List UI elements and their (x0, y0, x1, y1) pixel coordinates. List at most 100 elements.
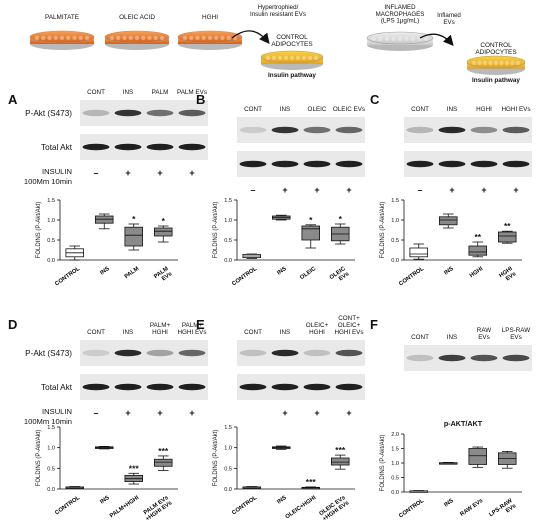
label-line: + (157, 168, 162, 178)
pathway-label: Insulin pathway (268, 72, 316, 79)
label-line: HGHI (476, 106, 492, 113)
band (146, 383, 174, 391)
band (470, 160, 498, 168)
dish-control-adipocytes-cell (265, 55, 271, 61)
label-line: + (125, 408, 130, 418)
label-line: Insulin pathway (472, 77, 520, 84)
band (178, 109, 206, 117)
insulin-sign: + (125, 168, 130, 178)
target-label: CONTROL ADIPOCYTES (475, 42, 516, 56)
band (303, 383, 331, 391)
label-line: INS (447, 106, 458, 113)
macrophage-label: INFLAMED MACROPHAGES (LPS 1μg/mL) (376, 4, 425, 25)
box (95, 215, 114, 224)
insulin-sign: + (449, 185, 454, 195)
x-tick-label: CONTROL (54, 495, 81, 517)
label-line: CONTROL (54, 266, 81, 288)
band (438, 354, 466, 362)
label-line: ADIPOCYTES (271, 41, 312, 48)
y-tick-label: 1.5 (224, 198, 232, 204)
dish-palmitate-cell (78, 35, 83, 41)
band (239, 383, 267, 391)
dish-hghi-cell (220, 35, 225, 41)
label-line: CONTROL (276, 34, 308, 41)
label-line: EVs (478, 334, 490, 341)
label-line: CONT (87, 329, 105, 336)
label-line: INS (280, 329, 291, 336)
label-line: Hypertrophied/ (258, 4, 299, 11)
label-line: * (132, 214, 136, 224)
label-line: LPS-RAW (502, 327, 531, 334)
dish-oleic-cell (141, 35, 146, 41)
x-tick-label: RAW EVs (459, 498, 484, 518)
insulin-sign: + (282, 185, 287, 195)
label-line: (LPS 1μg/mL) (381, 18, 419, 25)
insulin-sign: – (93, 168, 98, 178)
label-line: Insulin pathway (268, 72, 316, 79)
label-line: + (314, 185, 319, 195)
arrow-label: Inflamed EVs (437, 12, 461, 26)
dish-control-adipocytes-2-cell (488, 60, 493, 66)
dish-palmitate-cell (41, 35, 46, 41)
label-line: – (93, 408, 98, 418)
label-line: 0.5 (391, 476, 399, 482)
insulin-dose-label: 100Mm 10min (24, 417, 72, 426)
dish-control-adipocytes-2-cell (504, 60, 510, 66)
dish-control-adipocytes-2-top (466, 55, 526, 69)
box-0: CONTROL (54, 486, 85, 517)
dish-oleic-cell (153, 35, 158, 41)
band (406, 160, 434, 168)
dish-macrophages-cell (423, 36, 429, 42)
insulin-sign: + (282, 408, 287, 418)
label-line: OLEIC EVs (333, 106, 365, 113)
significance: *** (335, 445, 346, 455)
label-line: 0.5 (391, 238, 399, 244)
band (303, 349, 331, 357)
dish-palmitate-cell (59, 35, 65, 41)
lane-label: CONT (411, 334, 429, 341)
band (114, 109, 142, 117)
label-line: PALM+HGHI (109, 495, 141, 520)
x-tick-label: LPS-RAWEVs (488, 498, 517, 524)
box-2: RAW EVs (459, 446, 487, 518)
insulin-sign: + (314, 185, 319, 195)
label-line: MACROPHAGES (376, 11, 425, 18)
panel-letter: A (8, 92, 18, 107)
boxplot: FOLDINS (P-Akt/Akt) 0.0 0.5 1.0 1.5 CONTROL IN… (380, 198, 522, 287)
box (497, 231, 517, 243)
band (82, 143, 110, 151)
band (82, 383, 110, 391)
band (335, 160, 363, 168)
significance: *** (158, 446, 169, 456)
dish-macrophages-cell (371, 36, 377, 42)
label-line: INSULIN (42, 167, 72, 176)
y-axis-label: FOLDINS (P-Akt/Akt) (36, 202, 42, 259)
label-line: FOLDINS (P-Akt/Akt) (380, 202, 386, 259)
dish-palmitate-cell (53, 35, 58, 41)
label-line: 1.5 (224, 198, 232, 204)
lane-label: CONT (244, 106, 262, 113)
label-line: INS (99, 266, 110, 277)
box (301, 225, 320, 241)
blot-pakt (404, 117, 532, 143)
band (271, 349, 299, 357)
panel-letter: E (196, 317, 205, 332)
panel-b: B CONT INS OLEIC OLEIC EVs – + + + FOLDINS (P-Akt… (196, 92, 365, 287)
x-tick-label: OLEICEVs (329, 266, 351, 287)
dish-control-adipocytes-cell (301, 55, 307, 61)
label-line: + (481, 185, 486, 195)
dish-oleic: OLEIC ACID (104, 14, 170, 50)
dish-palmitate-cell (47, 35, 52, 41)
box-2: *** OLEIC+HGHI (285, 477, 320, 520)
box-3: * OLEICEVs (329, 214, 351, 287)
band (502, 354, 530, 362)
box (153, 227, 173, 237)
band (146, 349, 174, 357)
label-line: – (93, 168, 98, 178)
band (239, 349, 267, 357)
label-line: + (346, 185, 351, 195)
lane-label: CONT (87, 329, 105, 336)
label-line: INS (276, 266, 287, 277)
band (271, 126, 299, 134)
